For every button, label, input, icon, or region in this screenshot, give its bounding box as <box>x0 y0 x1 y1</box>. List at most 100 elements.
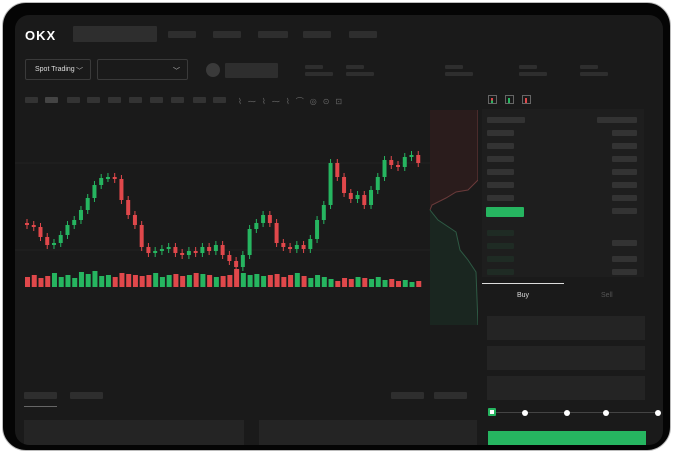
candle <box>328 159 333 209</box>
price-input[interactable] <box>487 316 645 340</box>
buy-tab[interactable]: Buy <box>517 292 530 299</box>
volume-bar <box>267 275 273 287</box>
nav-item[interactable] <box>168 31 196 38</box>
timeframe-button[interactable] <box>108 97 121 103</box>
orderbook-bids-icon[interactable] <box>505 95 514 104</box>
volume-bar <box>45 276 51 287</box>
candle-body <box>72 220 77 225</box>
nav-item[interactable] <box>213 31 241 38</box>
timeframe-button[interactable] <box>25 97 38 103</box>
candle-body <box>31 225 36 227</box>
volume-bar <box>31 275 37 287</box>
volume-bar <box>139 276 145 287</box>
volume-bar <box>288 275 294 287</box>
ask-size <box>612 195 637 201</box>
orderbook-header <box>597 117 637 123</box>
ask-size <box>612 156 637 162</box>
nav-item[interactable] <box>258 31 288 38</box>
candle <box>38 223 43 241</box>
volume-bar <box>362 278 368 287</box>
candle <box>369 186 374 209</box>
candle <box>213 241 218 255</box>
volume-bar <box>126 274 132 287</box>
volume-bar <box>65 275 71 287</box>
candle <box>45 233 50 249</box>
slider-handle[interactable] <box>488 408 496 416</box>
candle <box>288 243 293 253</box>
stat-value <box>580 72 608 76</box>
leverage-slider[interactable] <box>491 412 659 413</box>
candle <box>78 206 83 224</box>
candle <box>51 239 56 249</box>
candle <box>416 151 421 167</box>
bid-size <box>612 269 637 275</box>
pair-dropdown[interactable]: ﹀ <box>97 59 188 80</box>
candle-body <box>355 195 360 199</box>
candle-body <box>139 225 144 247</box>
tab-order-history[interactable] <box>70 392 103 399</box>
candle-body <box>321 205 326 220</box>
search-bar[interactable] <box>73 26 157 42</box>
ask-size <box>612 208 637 214</box>
trading-screen: OKX Spot Trading ﹀ ﹀ ⌇⁓⌇⁓⌇⌒◎⊙⊡ Buy Sell <box>15 15 663 445</box>
candle-body <box>416 155 421 163</box>
timeframe-button[interactable] <box>45 97 58 103</box>
slider-step[interactable] <box>522 410 528 416</box>
timeframe-button[interactable] <box>171 97 184 103</box>
candle-body <box>342 177 347 193</box>
slider-step[interactable] <box>655 410 661 416</box>
candle-body <box>234 261 239 267</box>
candle <box>382 156 387 181</box>
timeframe-button[interactable] <box>129 97 142 103</box>
drawing-tools-icon[interactable]: ⌇⁓⌇⁓⌇⌒◎⊙⊡ <box>238 97 349 106</box>
ask-price <box>487 195 514 201</box>
buy-tab-underline <box>482 283 564 284</box>
candle-body <box>193 251 198 253</box>
slider-step[interactable] <box>603 410 609 416</box>
bid-price <box>487 243 514 249</box>
stat-value <box>519 72 547 76</box>
volume-bar <box>213 277 219 287</box>
candle-body <box>267 215 272 223</box>
volume-bar <box>200 274 206 287</box>
candle-body <box>45 237 50 245</box>
volume-bar <box>321 277 327 287</box>
nav-item[interactable] <box>349 31 377 38</box>
timeframe-button[interactable] <box>150 97 163 103</box>
timeframe-button[interactable] <box>87 97 100 103</box>
amount-input[interactable] <box>487 346 645 370</box>
nav-item[interactable] <box>303 31 331 38</box>
stat-label <box>305 65 323 69</box>
candle-body <box>301 245 306 249</box>
candle-body <box>348 193 353 199</box>
volume-bar <box>328 279 334 287</box>
candle-body <box>362 195 367 205</box>
spot-trading-label: Spot Trading <box>35 66 75 73</box>
buy-button[interactable] <box>488 431 646 445</box>
filter-button[interactable] <box>391 392 424 399</box>
filter-button[interactable] <box>434 392 467 399</box>
tab-open-orders[interactable] <box>24 392 57 399</box>
slider-step[interactable] <box>564 410 570 416</box>
sell-tab[interactable]: Sell <box>601 292 613 299</box>
candle-body <box>38 227 43 237</box>
orderbook-both-icon[interactable] <box>488 95 497 104</box>
timeframe-button[interactable] <box>193 97 206 103</box>
ask-price <box>487 169 514 175</box>
candle-body <box>315 220 320 239</box>
timeframe-button[interactable] <box>67 97 80 103</box>
candle-body <box>112 177 117 179</box>
spot-trading-dropdown[interactable]: Spot Trading ﹀ <box>25 59 91 80</box>
candle-body <box>389 160 394 165</box>
volume-bar <box>159 277 165 287</box>
order-book <box>482 109 644 277</box>
ask-size <box>612 169 637 175</box>
total-input[interactable] <box>487 376 645 400</box>
candle-body <box>159 249 164 251</box>
timeframe-button[interactable] <box>213 97 226 103</box>
volume-bar <box>105 275 111 287</box>
volume-bar <box>382 280 388 287</box>
candlestick-chart[interactable] <box>15 105 435 375</box>
orderbook-asks-icon[interactable] <box>522 95 531 104</box>
volume-bar <box>92 271 98 287</box>
